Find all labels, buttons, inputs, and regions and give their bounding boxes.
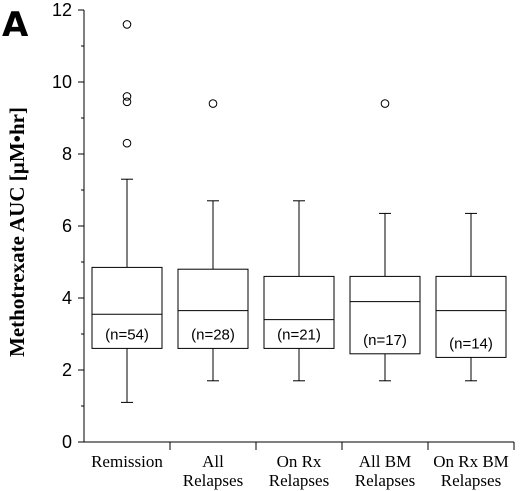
- outlier-point: [122, 138, 132, 148]
- y-tick-label: 6: [62, 216, 72, 236]
- sample-size-label: (n=21): [277, 326, 321, 343]
- y-tick-label: 8: [62, 144, 72, 164]
- y-axis-label: Methotrexate AUC [µM•hr]: [5, 107, 29, 357]
- iqr-box: [263, 275, 335, 349]
- sample-size-label: (n=14): [449, 335, 493, 352]
- iqr-box: [349, 275, 421, 355]
- category-label: Relapses: [355, 471, 415, 490]
- y-tick-label: 4: [62, 288, 72, 308]
- outlier-point: [208, 99, 218, 108]
- category-label: On Rx: [277, 452, 322, 471]
- boxes: (n=54)Remission(n=28)AllRelapses(n=21)On…: [91, 20, 509, 490]
- category-label: All BM: [359, 452, 411, 471]
- category-label: Relapses: [441, 471, 501, 490]
- box-group: (n=54) Remission: [91, 20, 163, 471]
- outlier-point: [122, 92, 132, 101]
- sample-size-label: (n=28): [191, 326, 235, 343]
- category-label: Relapses: [269, 471, 329, 490]
- sample-size-label: (n=17): [363, 332, 407, 349]
- iqr-box: [435, 275, 507, 358]
- y-tick-label: 0: [62, 432, 72, 452]
- outlier-point: [380, 99, 390, 108]
- axes: 0 2 4 6 8 10 12: [52, 0, 515, 452]
- outlier-point: [122, 97, 132, 107]
- y-tick-label: 2: [62, 360, 72, 380]
- category-label: All: [202, 452, 224, 471]
- iqr-box: [177, 268, 249, 349]
- sample-size-label: (n=54): [105, 326, 149, 343]
- category-label: On Rx BM: [433, 452, 509, 471]
- y-tick-label: 12: [52, 0, 72, 20]
- panel-label: A: [2, 5, 29, 45]
- y-tick-label: 10: [52, 72, 72, 92]
- category-label: Relapses: [183, 471, 243, 490]
- category-label: Remission: [91, 452, 163, 471]
- outlier-point: [122, 20, 132, 29]
- iqr-box: [91, 266, 163, 349]
